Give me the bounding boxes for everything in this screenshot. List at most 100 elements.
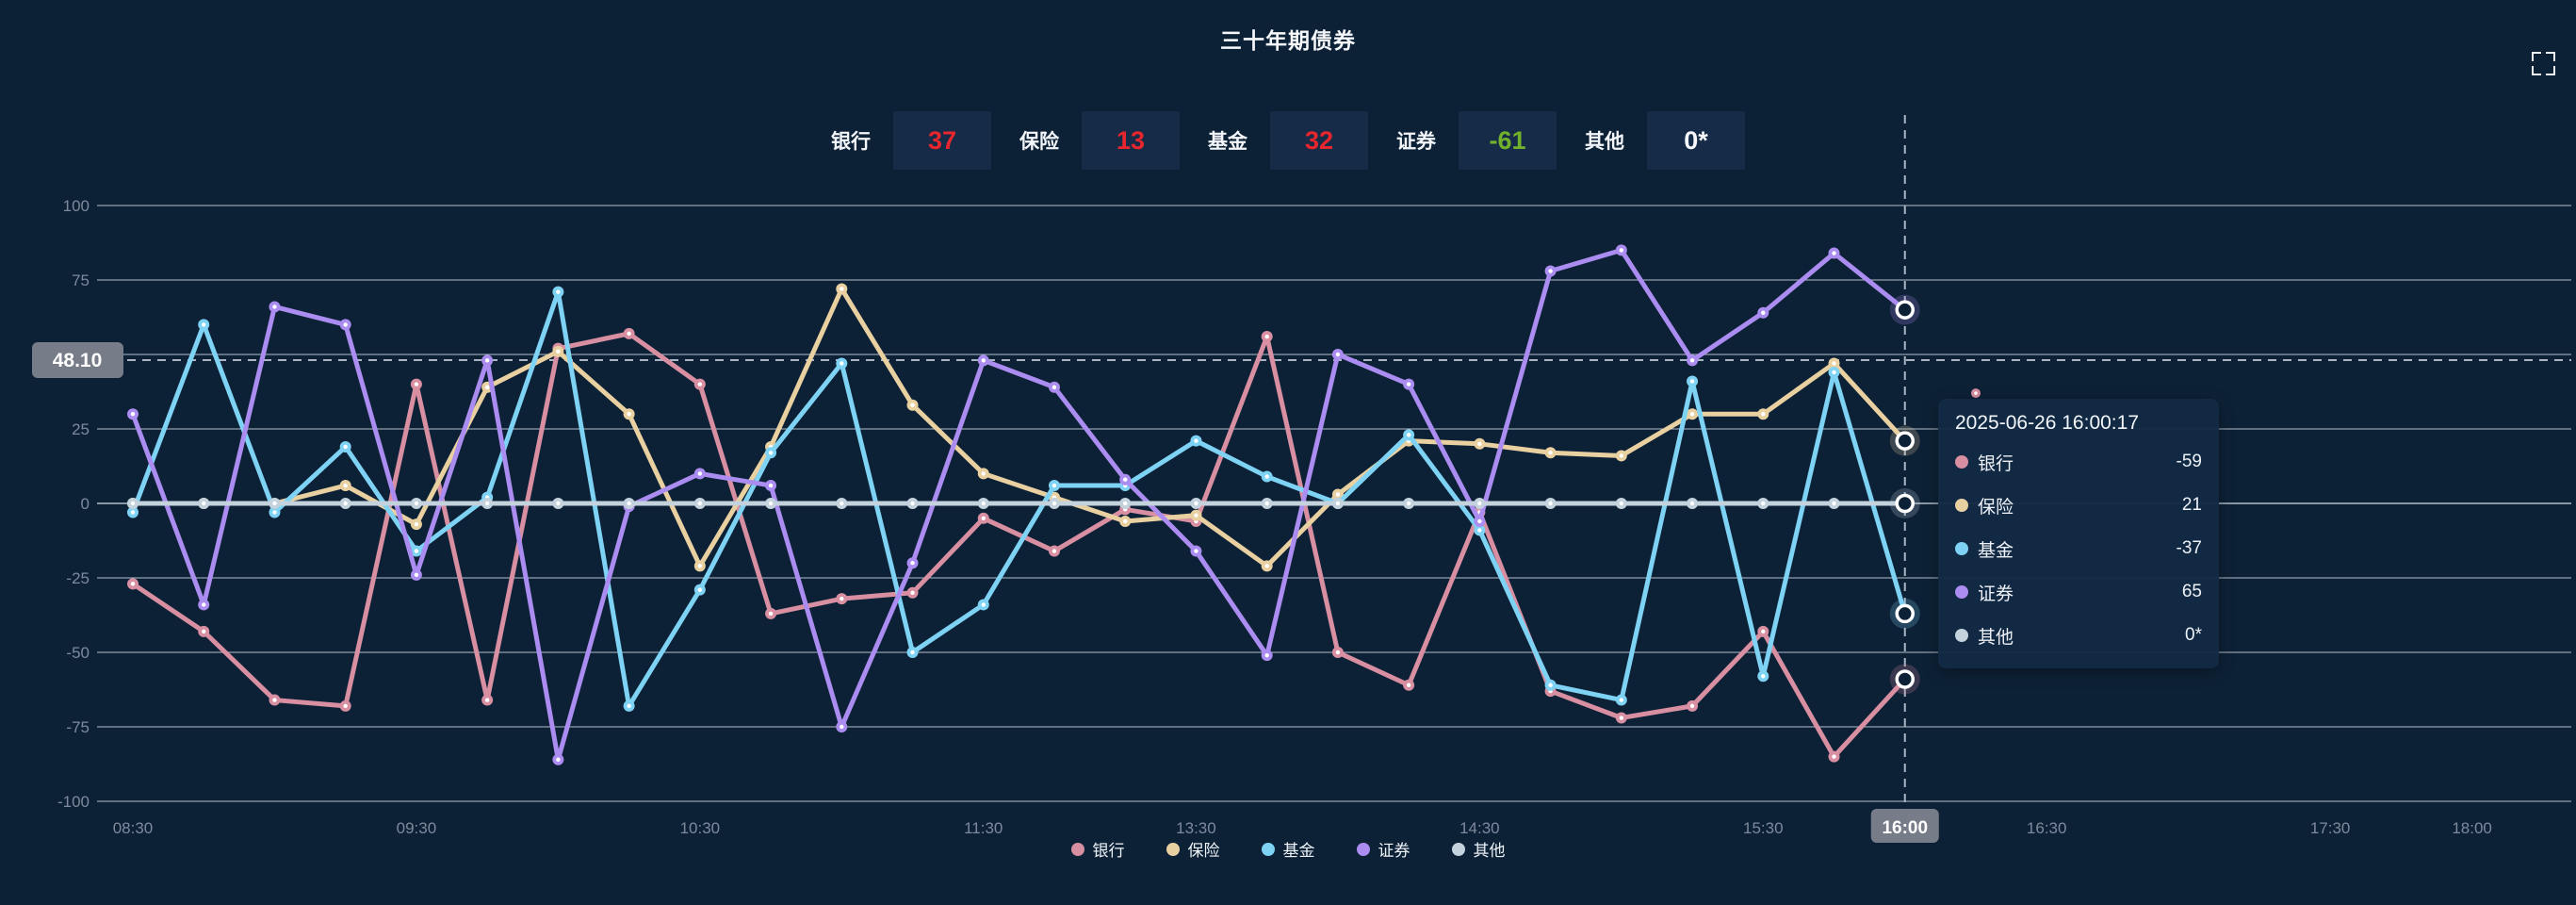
data-point-core: [627, 703, 631, 709]
data-point-core: [1761, 629, 1766, 634]
x-tick-label[interactable]: 14:30: [1459, 819, 1500, 837]
data-point-core: [697, 471, 703, 476]
data-point-core: [697, 382, 703, 387]
fullscreen-icon-corner: [2546, 52, 2555, 61]
axis-marker-value: 48.10: [53, 350, 103, 371]
data-point-core: [202, 602, 206, 607]
stat-value: 0*: [1647, 111, 1745, 170]
tooltip-row: 银行 -59: [1955, 440, 2202, 484]
data-point-core: [910, 403, 915, 407]
data-point-core: [981, 602, 986, 607]
data-point-core: [272, 304, 277, 309]
emphasis-marker-银行[interactable]: [1895, 669, 1915, 689]
data-point-core: [130, 582, 136, 586]
data-point-core: [768, 611, 774, 617]
data-point-core: [981, 471, 986, 476]
data-point-core: [414, 382, 419, 387]
legend-label: 其他: [1473, 842, 1506, 860]
data-point-core: [1264, 501, 1269, 506]
x-tick-label[interactable]: 18:00: [2452, 819, 2492, 837]
emphasis-marker-证券[interactable]: [1895, 300, 1915, 320]
data-point-core: [1548, 683, 1553, 687]
stat-value: -61: [1459, 111, 1557, 170]
tooltip-rows: 银行 -59 保险 21 基金 -37 证券 65 其他 0*: [1955, 440, 2202, 657]
x-tick-label[interactable]: 10:30: [680, 819, 721, 837]
x-tick-label[interactable]: 16:30: [2027, 819, 2067, 837]
legend-label: 证券: [1378, 842, 1410, 860]
legend-item-银行[interactable]: 银行: [1070, 837, 1125, 861]
data-point-core: [1052, 483, 1057, 488]
data-point-core: [1689, 379, 1695, 384]
data-point-core: [1264, 474, 1269, 479]
data-point-core: [1194, 438, 1198, 443]
data-point-core: [1194, 501, 1198, 506]
legend-color-dot: [1356, 842, 1370, 856]
x-tick-label-highlighted[interactable]: 16:00: [1882, 818, 1928, 838]
x-tick-badge: [1870, 809, 1939, 843]
x-tick-label[interactable]: 08:30: [113, 819, 154, 837]
chart-legend: 银行 保险 基金 证券 其他: [0, 837, 2576, 861]
series-color-dot: [1955, 455, 1968, 469]
data-point-core: [981, 501, 986, 506]
series-color-dot: [1955, 499, 1968, 512]
data-point-core: [840, 724, 844, 730]
tooltip-series-label: 证券: [1978, 584, 2014, 604]
data-point-core: [1832, 754, 1836, 759]
tooltip-series-value: 65: [2181, 582, 2202, 601]
data-point-core: [768, 483, 774, 488]
series-line-证券[interactable]: [130, 247, 1908, 763]
emphasis-marker-保险[interactable]: [1895, 431, 1915, 451]
series-line-银行[interactable]: [130, 331, 1908, 760]
legend-color-dot: [1070, 842, 1084, 856]
data-point-core: [1761, 501, 1766, 506]
x-tick-label[interactable]: 17:30: [2310, 819, 2351, 837]
data-point-core: [343, 501, 348, 506]
data-point-core: [1548, 451, 1553, 455]
data-point-core: [1335, 501, 1341, 506]
stat-item: 保险 13: [1019, 111, 1180, 170]
legend-color-dot: [1166, 842, 1180, 856]
data-point-core: [1194, 513, 1198, 518]
data-point-core: [130, 501, 136, 506]
data-point-core: [1548, 269, 1553, 273]
legend-color-dot: [1451, 842, 1465, 856]
data-point-core: [1477, 441, 1482, 446]
data-point-core: [1264, 564, 1269, 568]
data-point-core: [1264, 334, 1269, 339]
fullscreen-icon[interactable]: [2532, 52, 2555, 75]
data-point-core: [484, 501, 490, 506]
x-tick-label[interactable]: 13:30: [1176, 819, 1216, 837]
fullscreen-icon-corner: [2532, 52, 2541, 61]
data-point-core: [272, 698, 277, 702]
legend-item-基金[interactable]: 基金: [1261, 837, 1315, 861]
data-point-core: [1832, 370, 1836, 375]
x-tick-label[interactable]: 09:30: [397, 819, 437, 837]
data-point-core: [1123, 477, 1128, 482]
data-point-core: [910, 590, 915, 595]
legend-item-证券[interactable]: 证券: [1356, 837, 1410, 861]
tooltip-series-label: 保险: [1978, 497, 2014, 518]
data-point-core: [1477, 501, 1482, 506]
tooltip-series-value: -59: [2176, 452, 2202, 471]
extra-point-core: [1974, 391, 1978, 395]
y-tick-label: -25: [66, 569, 90, 587]
emphasis-marker-其他[interactable]: [1895, 493, 1915, 514]
y-tick-label: 25: [72, 420, 90, 438]
tooltip-series-value: -37: [2176, 538, 2202, 558]
data-point-core: [1335, 352, 1341, 357]
data-point-core: [768, 451, 774, 455]
emphasis-marker-基金[interactable]: [1895, 603, 1915, 624]
data-point-core: [840, 501, 844, 506]
data-point-core: [1689, 358, 1695, 363]
data-point-core: [1619, 716, 1624, 720]
stats-bar: 银行 37 保险 13 基金 32 证券 -61 其他 0*: [0, 111, 2576, 170]
legend-item-其他[interactable]: 其他: [1451, 837, 1506, 861]
data-point-core: [627, 412, 631, 417]
x-tick-label[interactable]: 11:30: [964, 819, 1003, 837]
tooltip-row: 其他 0*: [1955, 614, 2202, 657]
legend-item-保险[interactable]: 保险: [1166, 837, 1220, 861]
x-tick-label[interactable]: 15:30: [1743, 819, 1784, 837]
data-point-core: [343, 483, 348, 488]
data-point-core: [484, 698, 490, 702]
